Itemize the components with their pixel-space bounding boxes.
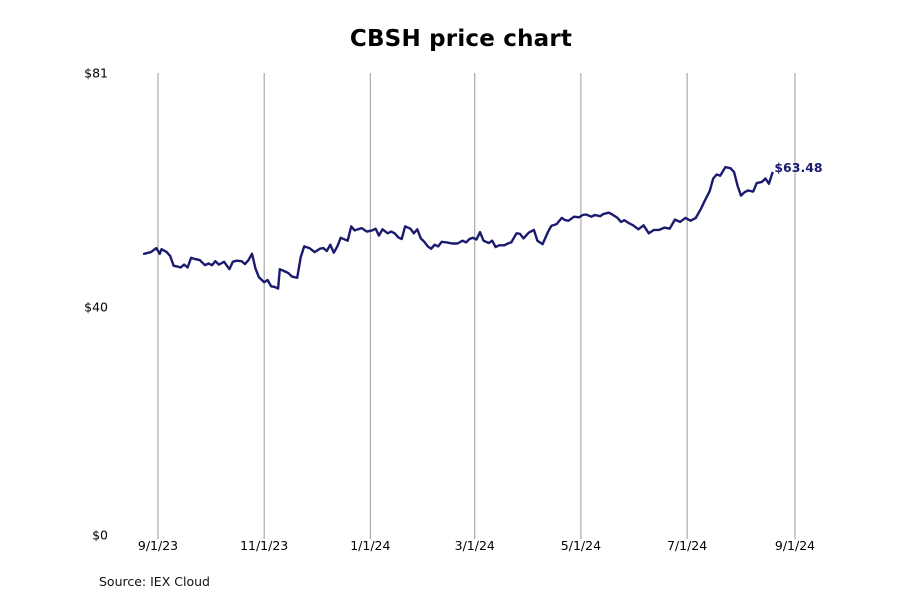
x-tick-label: 11/1/23 — [240, 538, 288, 553]
last-price-label: $63.48 — [774, 160, 822, 175]
price-line — [142, 165, 774, 290]
y-tick-label: $40 — [84, 299, 108, 314]
x-gridlines — [157, 73, 796, 539]
x-tick-label: 5/1/24 — [561, 538, 601, 553]
x-tick-label: 9/1/23 — [138, 538, 178, 553]
y-tick-label: $81 — [84, 66, 108, 81]
source-note: Source: IEX Cloud — [99, 574, 210, 589]
x-tick-labels: 9/1/23 11/1/23 1/1/24 3/1/24 5/1/24 7/1/24 9/1… — [138, 538, 815, 553]
y-tick-labels: $0 $40 $81 — [84, 66, 108, 543]
x-tick-label: 7/1/24 — [667, 538, 707, 553]
x-tick-label: 1/1/24 — [350, 538, 390, 553]
y-tick-label: $0 — [92, 528, 108, 543]
chart-title: CBSH price chart — [349, 26, 573, 52]
x-tick-label: 9/1/24 — [775, 538, 815, 553]
x-tick-label: 3/1/24 — [455, 538, 495, 553]
